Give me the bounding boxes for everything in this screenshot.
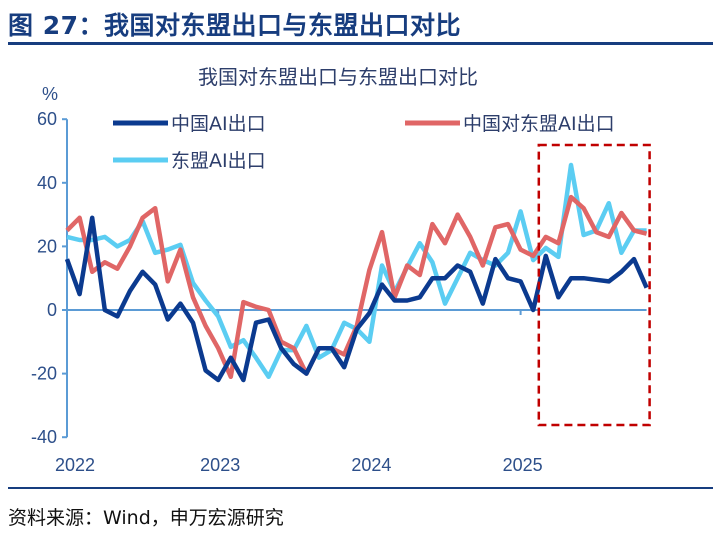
- series-line: [64, 215, 649, 383]
- y-tick-label: 0: [47, 300, 57, 320]
- y-tick-label: 60: [37, 109, 57, 129]
- y-tick-label: 40: [37, 173, 57, 193]
- footer-rule: [8, 487, 713, 489]
- x-tick-label: 2023: [200, 455, 240, 475]
- x-tick-label: 2022: [55, 455, 95, 475]
- series-line: [66, 162, 647, 380]
- x-tick-label: 2024: [351, 455, 391, 475]
- highlight-box: [537, 143, 651, 427]
- y-tick-label: -20: [31, 364, 57, 384]
- y-axis-unit: %: [42, 84, 58, 104]
- chart-title: 我国对东盟出口与东盟出口对比: [198, 65, 478, 89]
- title-underline: [8, 42, 713, 45]
- x-tick-label: 2025: [503, 455, 543, 475]
- axes: -40 -20 0 20 40 60 2022 2023 2024 2025: [31, 109, 647, 475]
- source-note: 资料来源：Wind，申万宏源研究: [8, 507, 284, 529]
- figure-title: 图 27：我国对东盟出口与东盟出口对比: [8, 11, 461, 40]
- legend-label: 中国AI出口: [171, 113, 266, 135]
- legend-label: 中国对东盟AI出口: [463, 113, 615, 135]
- legend-label: 东盟AI出口: [171, 150, 266, 172]
- series-lines: [64, 162, 649, 383]
- y-tick-label: 20: [37, 236, 57, 256]
- y-tick-label: -40: [31, 427, 57, 447]
